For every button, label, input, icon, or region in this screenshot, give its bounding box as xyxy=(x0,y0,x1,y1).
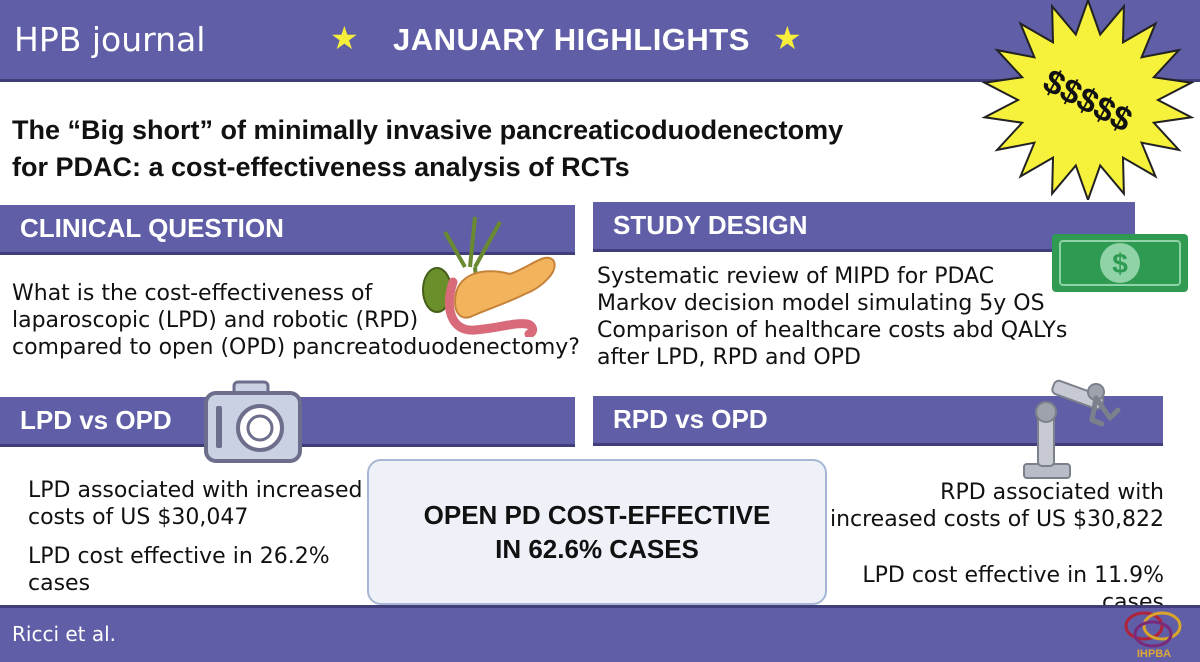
starburst-icon: $$$$$ xyxy=(981,0,1195,200)
text-line: LPD cost effective in 11.9% xyxy=(862,563,1164,588)
text-line: compared to open (OPD) pancreatoduodenec… xyxy=(12,335,580,360)
text-line: What is the cost-effectiveness of xyxy=(12,281,373,306)
authors: Ricci et al. xyxy=(12,622,117,646)
pancreas-illustration xyxy=(422,216,556,337)
study-design-text: Systematic review of MIPD for PDAC Marko… xyxy=(597,263,1067,371)
text-line: RPD associated with xyxy=(940,480,1164,505)
robot-arm-icon xyxy=(1023,379,1121,479)
key-result-line2: IN 62.6% CASES xyxy=(495,534,699,564)
lpd-vs-opd-heading: LPD vs OPD xyxy=(20,405,172,435)
text-line: costs of US $30,047 xyxy=(28,505,249,530)
ihpba-logo: IHPBA xyxy=(1124,611,1182,660)
key-result-box: OPEN PD COST-EFFECTIVE IN 62.6% CASES xyxy=(367,459,827,605)
header-bar xyxy=(0,0,1200,82)
text-line: Comparison of healthcare costs abd QALYs xyxy=(597,318,1068,343)
text-line: laparoscopic (LPD) and robotic (RPD) xyxy=(12,308,419,333)
lpd-effective-text: LPD cost effective in 26.2% cases xyxy=(28,543,330,597)
text-line: after LPD, RPD and OPD xyxy=(597,345,861,370)
article-title: The “Big short” of minimally invasive pa… xyxy=(12,112,992,186)
text-line: LPD associated with increased xyxy=(28,478,363,503)
star-icon: ★ xyxy=(773,20,802,56)
camera-icon xyxy=(204,380,302,463)
lpd-cost-text: LPD associated with increased costs of U… xyxy=(28,477,363,531)
rpd-vs-opd-heading: RPD vs OPD xyxy=(613,404,768,434)
dollar-bill-icon: $ xyxy=(1052,234,1188,292)
article-title-line2: for PDAC: a cost-effectiveness analysis … xyxy=(12,152,630,182)
highlights-title: JANUARY HIGHLIGHTS xyxy=(393,22,750,57)
study-design-bar: STUDY DESIGN xyxy=(593,202,1135,252)
journal-name: HPB journal xyxy=(14,20,206,59)
text-line: increased costs of US $30,822 xyxy=(829,507,1164,532)
svg-text:$: $ xyxy=(1112,248,1128,279)
clinical-question-bar: CLINICAL QUESTION xyxy=(0,205,575,255)
rpd-vs-opd-bar: RPD vs OPD xyxy=(593,396,1163,446)
clinical-question-text: What is the cost-effectiveness of laparo… xyxy=(12,280,580,361)
star-icon: ★ xyxy=(330,20,359,56)
ihpba-logo-text: IHPBA xyxy=(1137,648,1171,660)
text-line: LPD cost effective in 26.2% xyxy=(28,544,330,569)
key-result-line1: OPEN PD COST-EFFECTIVE xyxy=(423,500,771,530)
text-line: Systematic review of MIPD for PDAC xyxy=(597,264,995,289)
text-line: Markov decision model simulating 5y OS xyxy=(597,291,1045,316)
study-design-heading: STUDY DESIGN xyxy=(613,210,808,240)
footer-bar xyxy=(0,605,1200,662)
clinical-question-heading: CLINICAL QUESTION xyxy=(20,213,284,243)
article-title-line1: The “Big short” of minimally invasive pa… xyxy=(12,115,844,145)
rpd-cost-text: RPD associated with increased costs of U… xyxy=(830,479,1164,533)
text-line: cases xyxy=(28,571,91,596)
